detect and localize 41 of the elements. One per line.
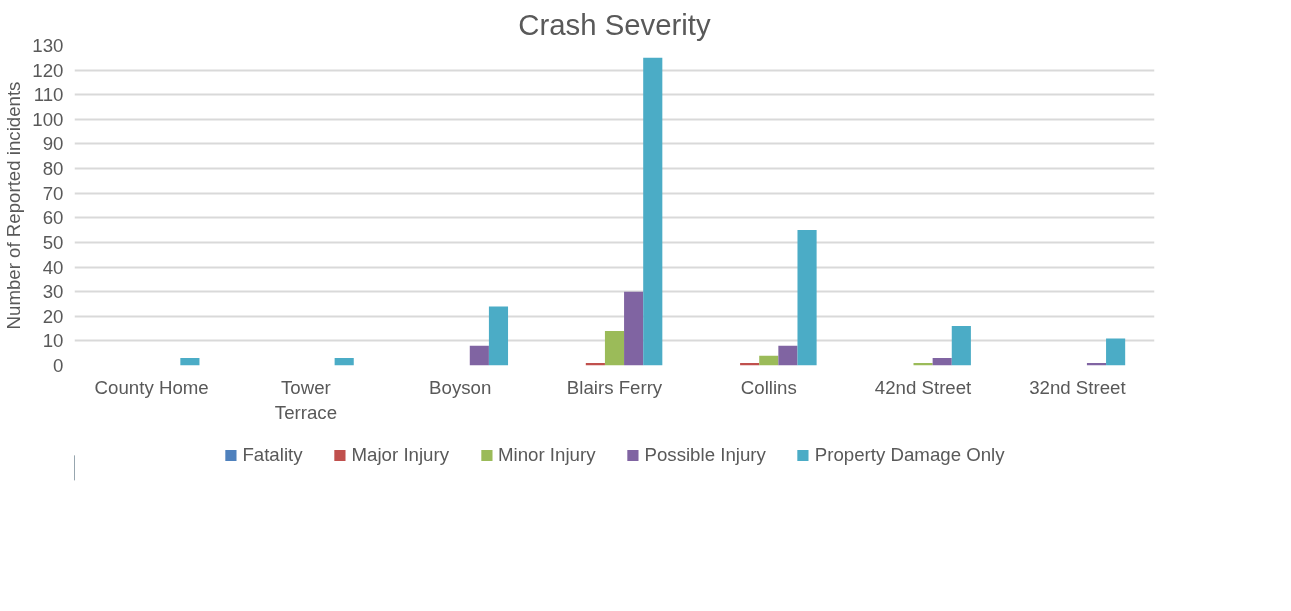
y-tick-label: 40 (42, 256, 64, 278)
bar (469, 345, 489, 366)
bar (488, 306, 509, 366)
x-tick-label: 42nd Street (874, 376, 973, 398)
x-tick-label: 32nd Street (1029, 376, 1127, 398)
bar (643, 57, 663, 366)
legend-label: Possible Injury (644, 444, 766, 466)
legend-label: Property Damage Only (814, 444, 1005, 466)
y-tick-label: 20 (42, 305, 64, 327)
x-tick-label: Collins (740, 376, 797, 398)
bar (951, 326, 971, 366)
x-tick-label: Boyson (429, 376, 492, 398)
legend-label: Minor Injury (498, 444, 596, 466)
y-tick-label: 10 (42, 330, 64, 352)
bar (624, 291, 644, 366)
y-tick-label: 120 (32, 59, 64, 81)
y-tick-label: 130 (32, 35, 64, 56)
bar (759, 355, 779, 366)
chart-title: Crash Severity (518, 7, 711, 41)
y-tick-label: 70 (42, 182, 64, 204)
bar (334, 358, 354, 366)
bar (797, 230, 817, 366)
bar (932, 358, 952, 366)
bar (1106, 338, 1126, 366)
x-tick-label: County Home (94, 376, 209, 398)
y-tick-label: 90 (42, 133, 64, 155)
legend-label: Major Injury (351, 444, 450, 466)
y-tick-label: 50 (42, 231, 64, 253)
y-tick-label: 100 (32, 108, 64, 130)
x-tick-label: Tower Terrace (274, 376, 338, 423)
y-tick-label: 0 (53, 355, 64, 376)
y-tick-label: 80 (42, 158, 64, 180)
bar (604, 331, 625, 366)
y-tick-label: 30 (42, 281, 64, 303)
bar (778, 345, 798, 366)
legend-label: Fatality (242, 444, 303, 466)
y-tick-label: 60 (42, 207, 64, 229)
y-tick-label: 110 (33, 84, 64, 106)
x-tick-label: Blairs Ferry (566, 376, 663, 398)
y-axis-title: Number of Reported incidents (3, 81, 25, 330)
bar (180, 358, 200, 366)
